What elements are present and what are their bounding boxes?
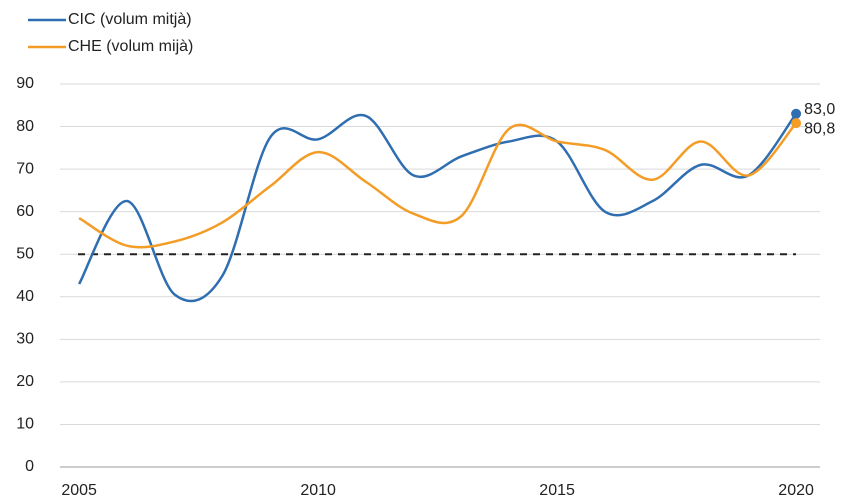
x-tick-label: 2020 [778, 482, 814, 499]
point [791, 108, 802, 119]
legend-label: CHE (volum mijà) [68, 38, 193, 55]
y-tick-label: 10 [16, 416, 34, 433]
y-tick-label: 70 [16, 160, 34, 177]
y-tick-label: 40 [16, 288, 34, 305]
x-tick-label: 2015 [539, 482, 575, 499]
line [78, 122, 798, 249]
value-label: 83,0 [804, 101, 835, 118]
y-tick-label: 80 [16, 118, 34, 135]
y-tick-label: 20 [16, 373, 34, 390]
point [791, 118, 802, 129]
y-tick-label: 50 [16, 245, 34, 262]
y-tick-label: 30 [16, 331, 34, 348]
y-tick-label: 0 [25, 458, 34, 475]
value-label: 80,8 [804, 120, 835, 137]
line [78, 113, 798, 303]
x-tick-label: 2005 [61, 482, 97, 499]
y-tick-label: 90 [16, 75, 34, 92]
y-tick-label: 60 [16, 203, 34, 220]
x-tick-label: 2010 [300, 482, 336, 499]
legend-label: CIC (volum mitjà) [68, 11, 192, 28]
